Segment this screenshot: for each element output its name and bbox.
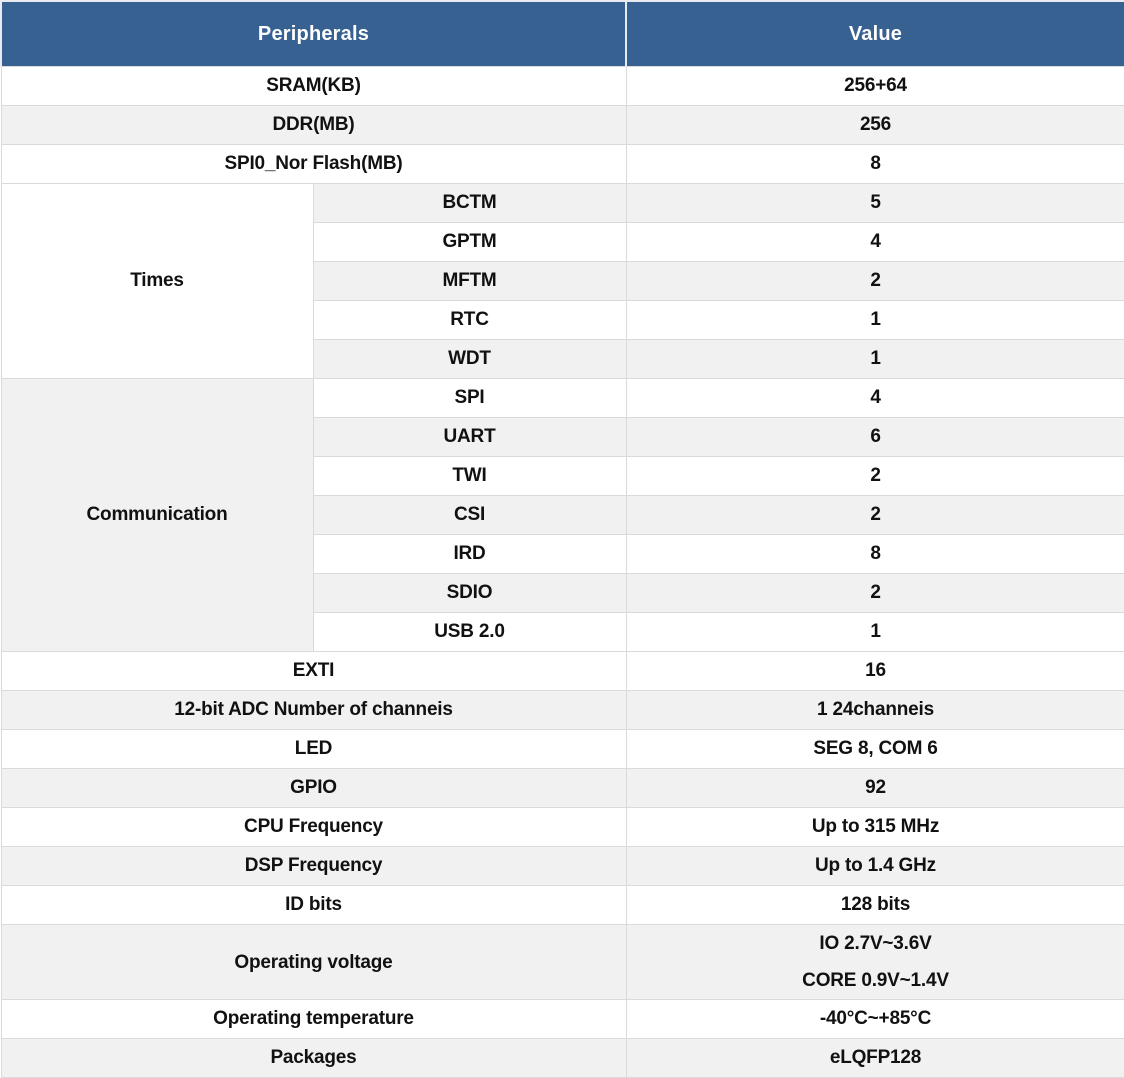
row-label-packages: Packages <box>0 1038 627 1078</box>
row-label-sdio: SDIO <box>312 573 627 613</box>
table-row: RTC 1 <box>1 300 1124 340</box>
table-row: EXTI 16 <box>0 651 1124 691</box>
header-row: Peripherals Value <box>0 0 1124 67</box>
value-cell: 92 <box>625 768 1124 808</box>
row-label-gpio: GPIO <box>0 768 627 808</box>
value-cell: 16 <box>625 651 1124 691</box>
row-label-exti: EXTI <box>0 651 627 691</box>
table-row: CPU Frequency Up to 315 MHz <box>0 807 1124 847</box>
row-label-operating-voltage: Operating voltage <box>0 924 627 1000</box>
table-row: Times BCTM 5 <box>0 183 1124 379</box>
value-cell: 5 <box>625 183 1124 223</box>
value-cell: 6 <box>625 417 1124 457</box>
value-cell: IO 2.7V~3.6V CORE 0.9V~1.4V <box>625 924 1124 1000</box>
table-row: IRD 8 <box>1 534 1124 574</box>
table-row: WDT 1 <box>1 339 1124 379</box>
table-row: Operating temperature -40°C~+85°C <box>0 999 1124 1039</box>
value-cell: 1 <box>625 300 1124 340</box>
value-cell: 4 <box>625 222 1124 262</box>
value-cell: Up to 315 MHz <box>625 807 1124 847</box>
row-label-sram: SRAM(KB) <box>0 66 627 106</box>
row-label-cpu-frequency: CPU Frequency <box>0 807 627 847</box>
table-row: GPIO 92 <box>0 768 1124 808</box>
value-cell: 8 <box>625 534 1124 574</box>
row-label-led: LED <box>0 729 627 769</box>
table-row: Packages eLQFP128 <box>0 1038 1124 1078</box>
value-cell: 256 <box>625 105 1124 145</box>
row-label-spi0-nor-flash: SPI0_Nor Flash(MB) <box>0 144 627 184</box>
row-label-dsp-frequency: DSP Frequency <box>0 846 627 886</box>
spec-table-header: Peripherals Value <box>0 0 1124 67</box>
row-label-rtc: RTC <box>312 300 627 340</box>
table-row: 12-bit ADC Number of channeis 1 24channei… <box>0 690 1124 730</box>
table-row: DDR(MB) 256 <box>0 105 1124 145</box>
group-cell-times: Times <box>0 183 314 379</box>
row-label-csi: CSI <box>312 495 627 535</box>
table-row: USB 2.0 1 <box>1 612 1124 652</box>
row-label-usb: USB 2.0 <box>312 612 627 652</box>
value-cell: 2 <box>625 261 1124 301</box>
spec-table-body: SRAM(KB) 256+64 DDR(MB) 256 SPI0_Nor Flash(M… <box>0 66 1124 1078</box>
value-cell: 256+64 <box>625 66 1124 106</box>
row-label-uart: UART <box>312 417 627 457</box>
table-row: SPI0_Nor Flash(MB) 8 <box>0 144 1124 184</box>
value-cell: 128 bits <box>625 885 1124 925</box>
row-label-bctm: BCTM <box>312 183 627 223</box>
table-row: TWI 2 <box>1 456 1124 496</box>
table-row: LED SEG 8, COM 6 <box>0 729 1124 769</box>
value-cell: 2 <box>625 495 1124 535</box>
value-cell: -40°C~+85°C <box>625 999 1124 1039</box>
row-label-adc-channels: 12-bit ADC Number of channeis <box>0 690 627 730</box>
value-cell: eLQFP128 <box>625 1038 1124 1078</box>
table-row: DSP Frequency Up to 1.4 GHz <box>0 846 1124 886</box>
group-cell-communication: Communication <box>0 378 314 652</box>
row-label-operating-temperature: Operating temperature <box>0 999 627 1039</box>
value-cell: 1 <box>625 612 1124 652</box>
row-label-twi: TWI <box>312 456 627 496</box>
header-cell-value: Value <box>625 0 1124 67</box>
value-cell: Up to 1.4 GHz <box>625 846 1124 886</box>
value-cell: SEG 8, COM 6 <box>625 729 1124 769</box>
table-row: UART 6 <box>1 417 1124 457</box>
value-cell: 2 <box>625 456 1124 496</box>
table-row: SDIO 2 <box>1 573 1124 613</box>
row-label-id-bits: ID bits <box>0 885 627 925</box>
value-cell: 2 <box>625 573 1124 613</box>
row-label-mftm: MFTM <box>312 261 627 301</box>
value-cell: 8 <box>625 144 1124 184</box>
value-cell: 1 <box>625 339 1124 379</box>
row-label-ird: IRD <box>312 534 627 574</box>
table-row: Communication SPI 4 <box>0 378 1124 652</box>
table-row: SRAM(KB) 256+64 <box>0 66 1124 106</box>
row-label-ddr: DDR(MB) <box>0 105 627 145</box>
header-cell-peripherals: Peripherals <box>0 0 627 67</box>
row-label-wdt: WDT <box>312 339 627 379</box>
row-label-spi: SPI <box>312 378 627 418</box>
table-row: ID bits 128 bits <box>0 885 1124 925</box>
table-row: Operating voltage IO 2.7V~3.6V CORE 0.9V~1… <box>0 924 1124 1000</box>
value-cell: 4 <box>625 378 1124 418</box>
table-row: CSI 2 <box>1 495 1124 535</box>
row-label-gptm: GPTM <box>312 222 627 262</box>
value-cell: 1 24channeis <box>625 690 1124 730</box>
